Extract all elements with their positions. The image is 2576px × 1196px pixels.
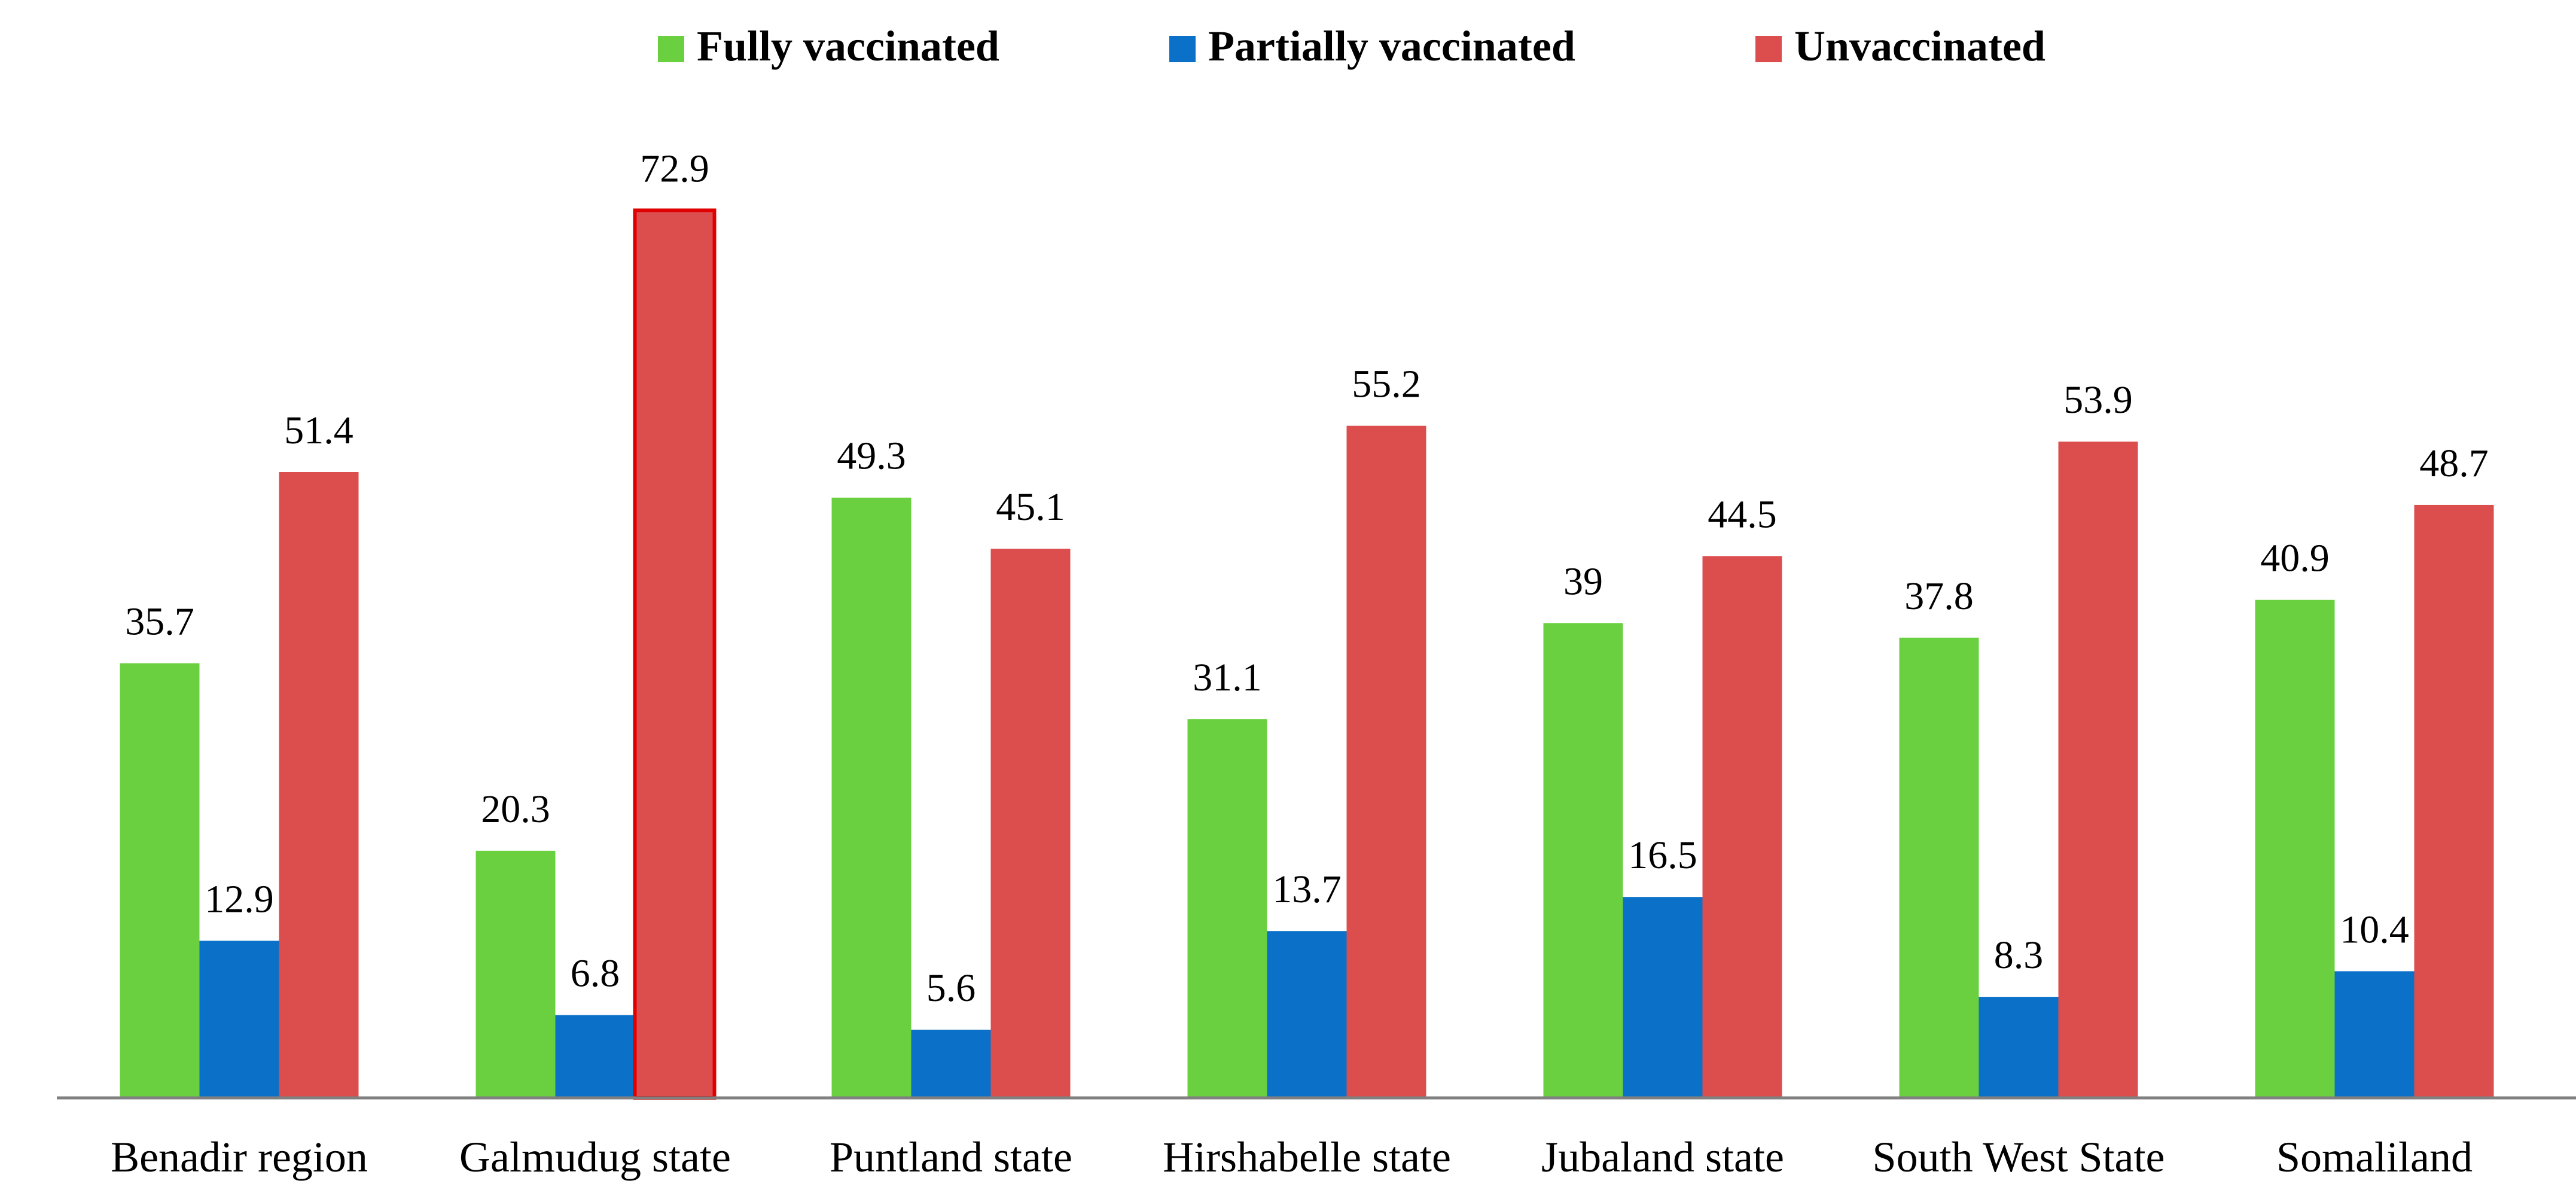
- value-label-unvaccinated-benadir-region: 51.4: [284, 409, 353, 452]
- category-label-puntland-state: Puntland state: [830, 1133, 1072, 1181]
- value-label-fully-vaccinated-hirshabelle-state: 31.1: [1193, 656, 1262, 699]
- value-label-unvaccinated-south-west-state: 53.9: [2063, 378, 2133, 422]
- legend-label-partially-vaccinated: Partially vaccinated: [1208, 22, 1575, 70]
- value-label-partially-vaccinated-benadir-region: 12.9: [205, 877, 274, 921]
- value-label-partially-vaccinated-jubaland-state: 16.5: [1628, 833, 1697, 877]
- legend: Fully vaccinated Partially vaccinated Unva…: [658, 22, 2045, 70]
- bar-fully-vaccinated-somaliland: [2255, 599, 2335, 1098]
- legend-label-unvaccinated: Unvaccinated: [1794, 22, 2045, 70]
- bar-fully-vaccinated-jubaland-state: [1543, 623, 1623, 1098]
- value-label-fully-vaccinated-benadir-region: 35.7: [125, 600, 194, 644]
- category-labels: Benadir region Galmudug state Puntland sta…: [111, 1133, 2473, 1181]
- bar-fully-vaccinated-benadir-region: [120, 663, 200, 1098]
- bar-fully-vaccinated-hirshabelle-state: [1187, 719, 1267, 1098]
- legend-swatch-partially-vaccinated: [1169, 36, 1196, 62]
- bar-unvaccinated-hirshabelle-state: [1346, 425, 1426, 1098]
- bar-fully-vaccinated-galmudug-state: [475, 850, 556, 1098]
- bar-partially-vaccinated-puntland-state: [911, 1030, 991, 1098]
- category-label-hirshabelle-state: Hirshabelle state: [1163, 1133, 1451, 1181]
- legend-label-fully-vaccinated: Fully vaccinated: [697, 22, 999, 70]
- legend-swatch-fully-vaccinated: [658, 36, 684, 62]
- bar-unvaccinated-galmudug-state: [633, 208, 717, 1100]
- value-label-unvaccinated-hirshabelle-state: 55.2: [1352, 363, 1421, 406]
- value-label-unvaccinated-somaliland: 48.7: [2419, 442, 2489, 485]
- bar-unvaccinated-somaliland: [2414, 504, 2494, 1098]
- value-label-unvaccinated-jubaland-state: 44.5: [1708, 492, 1777, 536]
- value-label-fully-vaccinated-galmudug-state: 20.3: [481, 787, 550, 831]
- bar-unvaccinated-puntland-state: [990, 549, 1071, 1098]
- category-label-south-west-state: South West State: [1873, 1133, 2165, 1181]
- bar-unvaccinated-south-west-state: [2058, 442, 2138, 1098]
- bar-partially-vaccinated-somaliland: [2334, 971, 2415, 1098]
- value-label-partially-vaccinated-galmudug-state: 6.8: [571, 952, 620, 996]
- bar-fully-vaccinated-south-west-state: [1899, 637, 1979, 1098]
- value-label-partially-vaccinated-south-west-state: 8.3: [1994, 933, 2044, 977]
- bar-partially-vaccinated-south-west-state: [1979, 997, 2059, 1098]
- value-label-partially-vaccinated-puntland-state: 5.6: [926, 966, 976, 1010]
- bar-fully-vaccinated-puntland-state: [831, 497, 911, 1098]
- bar-unvaccinated-benadir-region: [279, 472, 359, 1098]
- category-label-galmudug-state: Galmudug state: [459, 1133, 731, 1181]
- bar-partially-vaccinated-hirshabelle-state: [1267, 931, 1347, 1098]
- bar-unvaccinated-jubaland-state: [1702, 556, 1782, 1098]
- value-label-fully-vaccinated-jubaland-state: 39: [1563, 559, 1603, 603]
- value-label-fully-vaccinated-somaliland: 40.9: [2260, 537, 2330, 580]
- legend-swatch-unvaccinated: [1755, 36, 1782, 62]
- value-label-fully-vaccinated-south-west-state: 37.8: [1904, 574, 1974, 618]
- value-label-partially-vaccinated-somaliland: 10.4: [2340, 908, 2409, 951]
- bar-partially-vaccinated-jubaland-state: [1623, 897, 1703, 1098]
- bars: [120, 208, 2494, 1100]
- category-label-jubaland-state: Jubaland state: [1541, 1133, 1784, 1181]
- value-label-partially-vaccinated-hirshabelle-state: 13.7: [1272, 868, 1342, 911]
- bar-partially-vaccinated-benadir-region: [199, 941, 279, 1098]
- value-label-fully-vaccinated-puntland-state: 49.3: [837, 434, 906, 478]
- bar-partially-vaccinated-galmudug-state: [555, 1015, 635, 1098]
- value-label-unvaccinated-galmudug-state: 72.9: [640, 147, 709, 190]
- value-labels: 35.7 12.9 51.4 20.3 6.8 72.9 49.3 5.6 45.1 31.1 13…: [125, 147, 2489, 1010]
- category-label-benadir-region: Benadir region: [111, 1133, 368, 1181]
- category-label-somaliland: Somaliland: [2276, 1133, 2473, 1181]
- value-label-unvaccinated-puntland-state: 45.1: [996, 485, 1065, 529]
